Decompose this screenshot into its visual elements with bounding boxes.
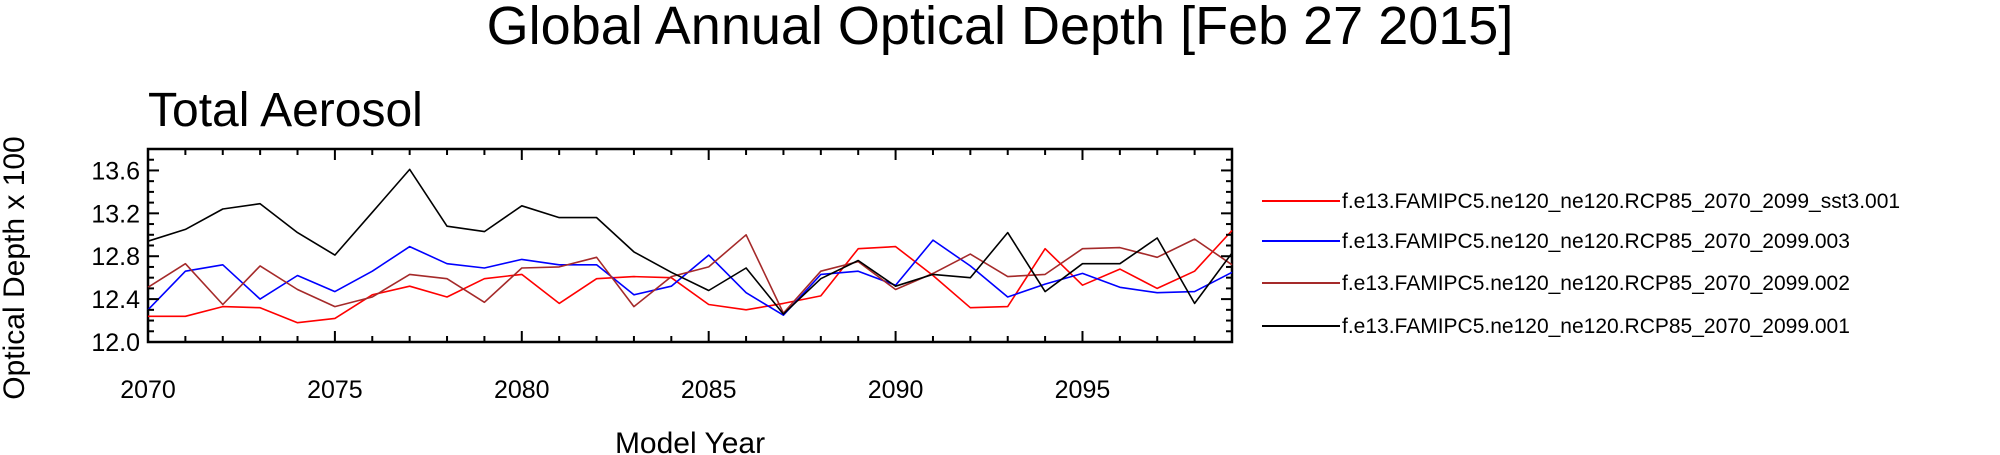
series-line-4 (147, 168, 1233, 315)
y-tick-label: 12.0 (91, 329, 140, 357)
series-layer (147, 168, 1233, 324)
y-tick-label: 12.8 (91, 243, 140, 271)
plot-frame (146, 147, 1234, 344)
x-tick-label: 2080 (494, 376, 550, 404)
legend-label-1: f.e13.FAMIPC5.ne120_ne120.RCP85_2070_209… (1342, 190, 1900, 213)
legend: f.e13.FAMIPC5.ne120_ne120.RCP85_2070_209… (1262, 190, 1900, 338)
x-tick-label: 2090 (868, 376, 924, 404)
y-axis-label: Optical Depth x 100 (0, 136, 31, 399)
x-tick-label: 2095 (1055, 376, 1111, 404)
legend-label-2: f.e13.FAMIPC5.ne120_ne120.RCP85_2070_209… (1342, 230, 1850, 253)
x-tick-label: 2085 (681, 376, 737, 404)
legend-label-4: f.e13.FAMIPC5.ne120_ne120.RCP85_2070_209… (1342, 315, 1850, 338)
x-tick-label: 2070 (120, 376, 176, 404)
series-line-1 (148, 229, 1233, 324)
plot-area (146, 147, 1234, 344)
series-line-3 (147, 234, 1233, 314)
legend-label-3: f.e13.FAMIPC5.ne120_ne120.RCP85_2070_209… (1342, 272, 1850, 295)
x-axis-label: Model Year (615, 427, 765, 455)
series-line-2 (147, 239, 1233, 317)
y-tick-label: 13.6 (91, 157, 140, 185)
x-tick-label: 2075 (307, 376, 363, 404)
y-tick-label: 13.2 (91, 200, 140, 228)
chart-subtitle: Total Aerosol (148, 84, 423, 137)
y-tick-label: 12.4 (91, 286, 140, 314)
chart-title: Global Annual Optical Depth [Feb 27 2015… (487, 0, 1514, 56)
ticks-layer: 2070 2075 2080 2085 2090 2095 12.0 12.4 12.8 13.2… (91, 148, 1233, 404)
